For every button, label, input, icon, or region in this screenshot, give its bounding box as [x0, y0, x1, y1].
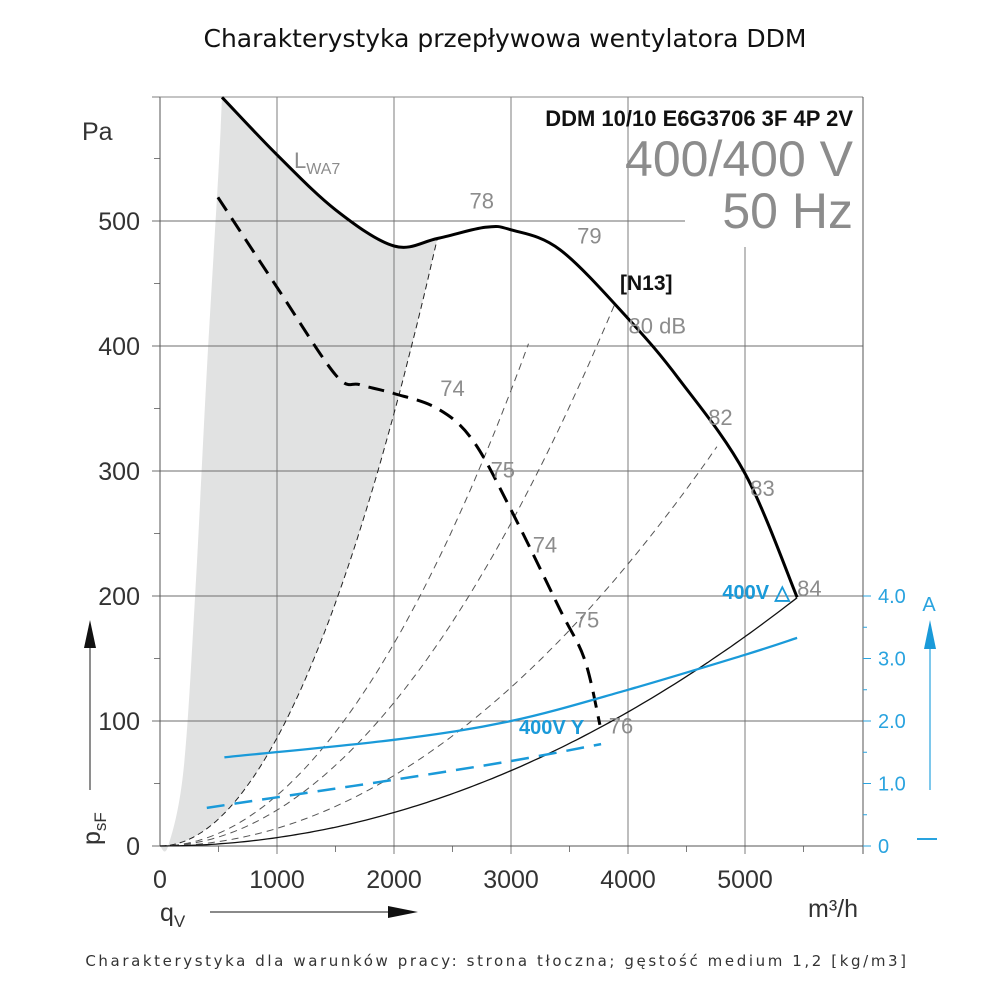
db-annotation: 78 — [470, 189, 494, 214]
x-unit-label: m³/h — [808, 895, 858, 923]
y2-tick-label: 2.0 — [878, 711, 906, 733]
voltage-label: 400/400 V — [625, 131, 854, 187]
db-annotation: 79 — [577, 224, 601, 249]
y2-axis-arrowhead-icon — [924, 620, 936, 649]
system-curve-1 — [159, 238, 438, 847]
current-400V-Y — [206, 742, 602, 810]
x-tick-label: 0 — [153, 866, 167, 894]
db-annotation: 74 — [533, 532, 557, 557]
db-annotation: 82 — [708, 405, 732, 430]
chart-title: Charakterystyka przepływowa wentylatora … — [203, 24, 806, 53]
db-annotation: 75 — [491, 457, 515, 482]
x-tick-label: 4000 — [600, 866, 656, 894]
frequency-label: 50 Hz — [722, 183, 853, 239]
db-annotation: 80 dB — [629, 314, 687, 339]
pressure-high-speed-400V-delta — [220, 96, 799, 598]
x-axis-arrowhead-icon — [388, 906, 418, 918]
y-unit-label: Pa — [82, 118, 113, 146]
y-tick-label: 100 — [98, 708, 140, 736]
y-tick-label: 300 — [98, 458, 140, 486]
y-tick-label: 400 — [98, 333, 140, 361]
label-400v-y: 400V Y — [519, 717, 585, 739]
lwa-label: LWA7 — [294, 148, 340, 178]
y2-tick-label: 0 — [878, 836, 889, 858]
x-axis-label: qV — [160, 899, 186, 931]
db-annotation: 75 — [575, 607, 599, 632]
y-axis-label: psF — [78, 812, 110, 845]
db-annotation: 83 — [750, 476, 774, 501]
x-tick-label: 2000 — [366, 866, 422, 894]
info-box-mask — [686, 99, 862, 245]
y2-unit-label: A — [922, 594, 936, 616]
y2-tick-label: 4.0 — [878, 586, 906, 608]
x-tick-label: 3000 — [483, 866, 539, 894]
system-curve-4 — [160, 446, 718, 847]
model-label: DDM 10/10 E6G3706 3F 4P 2V — [545, 106, 853, 131]
db-annotation: 84 — [797, 576, 821, 601]
current-400V-delta — [224, 636, 798, 759]
y2-tick-label: 1.0 — [878, 774, 906, 796]
label-400v-delta: 400V △ — [722, 582, 790, 604]
db-annotation: 76 — [609, 714, 633, 739]
lwa-shaded-region — [160, 97, 438, 852]
x-tick-label: 1000 — [249, 866, 305, 894]
pressure-low-speed-400V-Y — [216, 196, 602, 726]
y2-tick-label: 3.0 — [878, 649, 906, 671]
y-tick-label: 500 — [98, 208, 140, 236]
system-curve-n13 — [159, 302, 616, 847]
y-tick-label: 200 — [98, 583, 140, 611]
y-axis-arrowhead-icon — [84, 620, 96, 648]
y-tick-label: 0 — [126, 833, 140, 861]
db-annotation: 74 — [440, 376, 464, 401]
n13-label: [N13] — [620, 272, 673, 295]
x-tick-label: 5000 — [717, 866, 773, 894]
system-curve-2 — [159, 343, 529, 847]
chart-caption: Charakterystyka dla warunków pracy: stro… — [85, 952, 908, 970]
